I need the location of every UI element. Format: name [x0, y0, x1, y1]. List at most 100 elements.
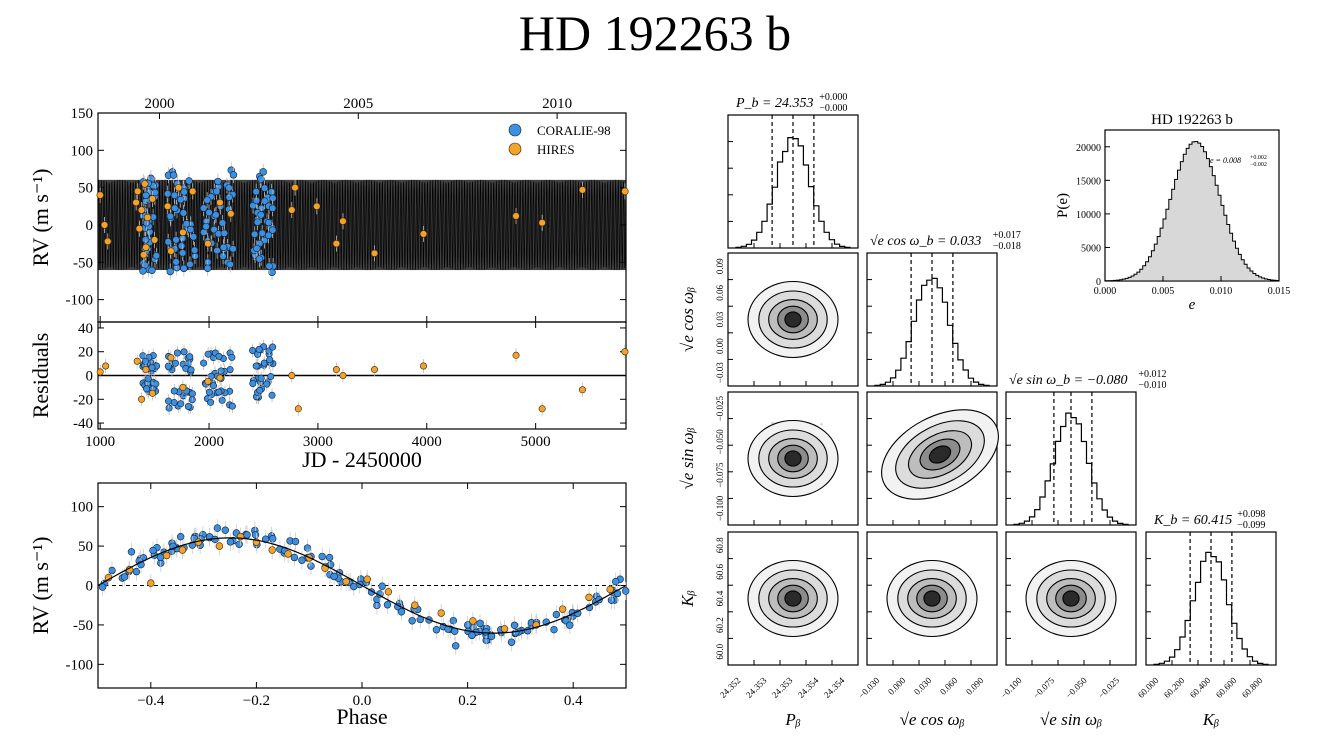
coralie-residual [204, 350, 212, 358]
hires-residual [538, 405, 546, 413]
coralie-phase-point [507, 638, 516, 646]
corner-y-tick-label: −0.100 [715, 495, 725, 521]
density-contour [784, 590, 802, 607]
x-tick-label: 0.0 [353, 693, 372, 709]
corner-y-tick-label: −0.03 [715, 362, 725, 383]
coralie-phase-point [449, 616, 458, 625]
coralie-residual [266, 356, 274, 364]
coralie-residual [186, 353, 194, 361]
coralie-residual [268, 391, 276, 399]
y-tick-label: -50 [73, 618, 93, 634]
corner-x-tick-label: 60.600 [1214, 675, 1239, 700]
hires-residual [288, 371, 296, 379]
coralie-residual [180, 348, 188, 356]
corner-y-tick-label: 60.4 [715, 590, 725, 606]
coralie-residual [177, 400, 185, 408]
corner-y-tick-label: 0.03 [715, 311, 725, 327]
hires-residual [294, 405, 302, 413]
coralie-residual [187, 366, 195, 374]
coralie-phase-point [383, 601, 392, 609]
hires-residual [578, 386, 586, 394]
marginal-title-3: K_b = 60.415 [1153, 513, 1232, 528]
hires-point [313, 202, 321, 211]
y-tick-label: 0 [86, 369, 94, 385]
coralie-point [218, 219, 227, 227]
corner-x-tick-label: 60.400 [1188, 675, 1213, 700]
coralie-phase-point [510, 621, 519, 629]
coralie-point [172, 258, 180, 266]
coralie-phase-point [176, 532, 185, 541]
coralie-point [251, 230, 259, 239]
corner-x-axis-label: Pᵦ [784, 710, 800, 729]
ecc-y-tick-label: 15000 [1076, 176, 1101, 187]
coralie-phase-point [607, 596, 616, 604]
coralie-phase-point [251, 531, 260, 539]
x-axis-label: JD - 2450000 [302, 447, 422, 472]
y-tick-label: 50 [78, 539, 93, 555]
coralie-residual [249, 379, 257, 387]
coralie-point [199, 204, 208, 212]
coralie-point [179, 209, 188, 217]
coralie-point [260, 184, 269, 192]
y-tick-label: -100 [66, 293, 94, 309]
x-axis-label: Phase [336, 704, 387, 729]
coralie-point [210, 225, 218, 234]
hires-residual [102, 362, 110, 370]
hires-point [370, 249, 379, 258]
corner-x-tick-label: 0.000 [886, 675, 908, 697]
marginal-title-2: √e sin ω_b = −0.080 [1009, 373, 1128, 388]
corner-y-tick-label: 0.06 [715, 285, 725, 301]
hires-point [104, 237, 112, 246]
coralie-point [171, 204, 179, 212]
corner-x-tick-label: −0.050 [1064, 675, 1089, 700]
corner-x-tick-label: 24.353 [744, 675, 769, 700]
hires-residual [621, 348, 629, 356]
corner-y-tick-label: 60.0 [715, 643, 725, 659]
hires-phase-point [585, 593, 593, 602]
hires-point [339, 217, 347, 225]
marginal-title-minus: −0.099 [1237, 520, 1265, 531]
hires-residual [216, 374, 224, 382]
ecc-x-tick-label: 0.000 [1094, 286, 1117, 297]
coralie-phase-point [397, 608, 406, 616]
coralie-phase-point [127, 548, 136, 556]
y-tick-label: 50 [78, 181, 93, 197]
marginal-title-1: √e cos ω_b = 0.033 [870, 234, 981, 249]
hires-point [140, 251, 148, 259]
hires-phase-point [606, 585, 614, 594]
coralie-point [265, 262, 273, 270]
coralie-phase-point [408, 617, 416, 625]
coralie-phase-point [330, 572, 338, 581]
corner-x-tick-label: −0.100 [999, 675, 1024, 700]
x-tick-label: 0.2 [458, 693, 477, 709]
coralie-point [163, 190, 172, 198]
hires-point [174, 183, 183, 192]
hires-residual [148, 389, 156, 397]
marginal-title-minus: −0.018 [993, 241, 1021, 252]
x-tick-label: 2000 [194, 434, 224, 450]
coralie-point [220, 229, 229, 237]
coralie-phase-point [468, 631, 476, 640]
coralie-residual [171, 359, 179, 367]
hires-phase-point [384, 588, 393, 596]
coralie-residual [267, 373, 275, 381]
y-axis-label: RV (m s⁻¹) [28, 169, 53, 267]
hires-point [167, 247, 175, 255]
corner-y-tick-label: −0.025 [715, 395, 725, 421]
coralie-residual [255, 345, 263, 353]
hires-phase-point [147, 579, 155, 587]
coralie-phase-point [226, 538, 235, 546]
coralie-point [178, 249, 187, 257]
coralie-phase-point [566, 621, 574, 629]
marginal-title-plus: +0.000 [819, 92, 847, 103]
coralie-point [257, 175, 265, 183]
ecc-annotation: e = 0.008 [1210, 156, 1241, 165]
coralie-residual [144, 375, 152, 383]
ecc-y-tick-label: 10000 [1076, 210, 1101, 221]
coralie-residual [263, 380, 271, 388]
hires-point [621, 187, 629, 196]
coralie-point [172, 236, 180, 244]
coralie-point [205, 208, 213, 217]
coralie-residual [205, 388, 213, 396]
